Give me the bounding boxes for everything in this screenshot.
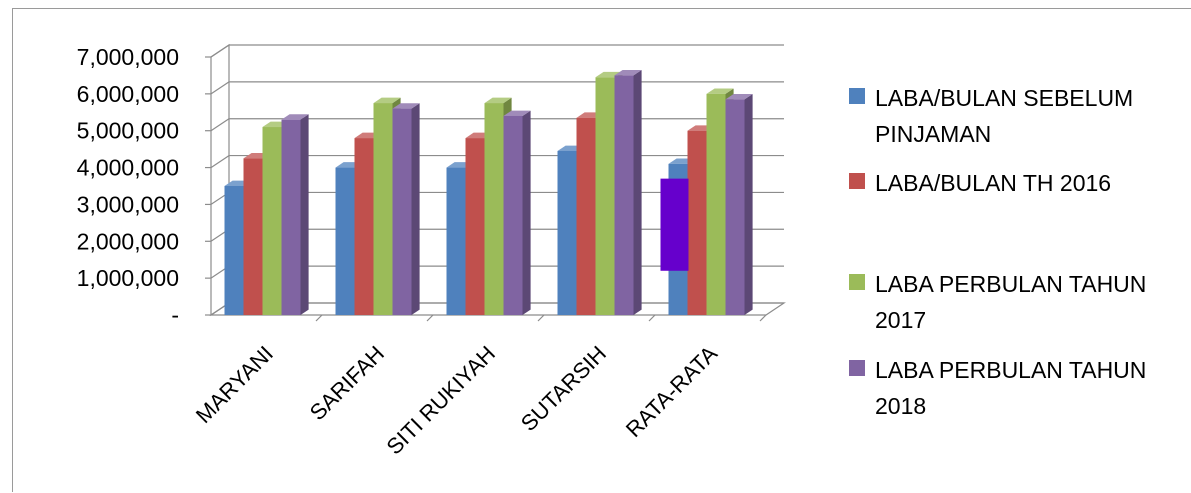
- legend-swatch: [849, 274, 865, 290]
- y-tick-label: 4,000,000: [77, 155, 179, 181]
- bar-top: [614, 70, 642, 76]
- chart-frame: - 1,000,000 2,000,000 3,000,000 4,000,000 5,0…: [12, 8, 1191, 492]
- bar-side: [300, 114, 309, 315]
- bar-front: [484, 103, 504, 315]
- bar-front: [725, 99, 745, 315]
- highlight-rectangle: [660, 178, 689, 271]
- legend-label: LABA/BULAN TH 2016: [875, 170, 1111, 196]
- bar-top: [706, 88, 734, 94]
- bar-front: [614, 75, 634, 315]
- bar-front: [373, 103, 393, 315]
- bar-top: [373, 97, 401, 104]
- bar-top: [484, 97, 512, 104]
- bar-front: [392, 108, 412, 315]
- legend: LABA/BULAN SEBELUM PINJAMAN LABA/BULAN TH …: [849, 85, 1146, 419]
- gridline: [210, 81, 784, 95]
- bar-side: [522, 110, 531, 315]
- bar-top: [281, 114, 309, 120]
- bar: [503, 110, 531, 315]
- x-tick-label: SITI RUKIYAH: [382, 341, 501, 460]
- bar-top: [503, 110, 531, 116]
- bar-front: [354, 138, 374, 315]
- bar-front: [576, 117, 596, 315]
- bar-side: [633, 70, 642, 316]
- legend-swatch: [849, 88, 865, 104]
- y-tick-label: 7,000,000: [77, 44, 179, 70]
- bar: [725, 93, 753, 315]
- bar-top: [725, 93, 753, 100]
- bar-side: [744, 93, 753, 315]
- gridline: [210, 44, 784, 58]
- legend-label: LABA PERBULAN TAHUN 2017: [875, 271, 1146, 333]
- y-tick-label: 3,000,000: [77, 191, 179, 217]
- x-tick-label: SARIFAH: [305, 341, 389, 425]
- legend-label: LABA/BULAN SEBELUM PINJAMAN: [875, 85, 1133, 147]
- annotations: [660, 178, 689, 271]
- y-tick-label: 6,000,000: [77, 81, 179, 107]
- bar-front: [595, 77, 615, 316]
- x-tick-mark: [759, 314, 767, 322]
- bar: [392, 103, 420, 315]
- bar: [281, 114, 309, 316]
- x-tick-label: SUTARSIH: [516, 341, 611, 436]
- x-tick-label: MARYANI: [191, 341, 278, 428]
- y-tick-label: -: [171, 302, 179, 328]
- bar-front: [446, 167, 466, 315]
- legend-label: LABA PERBULAN TAHUN 2018: [875, 357, 1146, 419]
- bar-front: [687, 130, 707, 315]
- y-tick-label: 1,000,000: [77, 265, 179, 291]
- legend-swatch: [849, 360, 865, 376]
- bar-front: [281, 119, 301, 316]
- x-tick-mark: [537, 314, 545, 322]
- bar-front: [557, 150, 577, 315]
- x-tick-label: RATA-RATA: [621, 341, 722, 442]
- y-tick-label: 2,000,000: [77, 228, 179, 254]
- bar: [614, 70, 642, 316]
- bar-front: [224, 186, 244, 315]
- y-axis-ticks: - 1,000,000 2,000,000 3,000,000 4,000,000 5,0…: [77, 44, 179, 328]
- bar-front: [243, 158, 263, 315]
- bar-top: [392, 103, 420, 109]
- bar-chart-3d: - 1,000,000 2,000,000 3,000,000 4,000,000 5,0…: [77, 43, 1146, 460]
- y-tick-label: 5,000,000: [77, 118, 179, 144]
- bar-front: [706, 93, 726, 315]
- bar-front: [503, 115, 523, 315]
- x-tick-mark: [648, 314, 656, 322]
- bar-front: [335, 167, 355, 315]
- bars: [224, 70, 753, 316]
- bar-front: [262, 127, 282, 316]
- legend-swatch: [849, 173, 865, 189]
- x-tick-mark: [315, 314, 323, 322]
- x-tick-mark: [426, 314, 434, 322]
- bar-side: [411, 103, 420, 315]
- bar-front: [465, 138, 485, 315]
